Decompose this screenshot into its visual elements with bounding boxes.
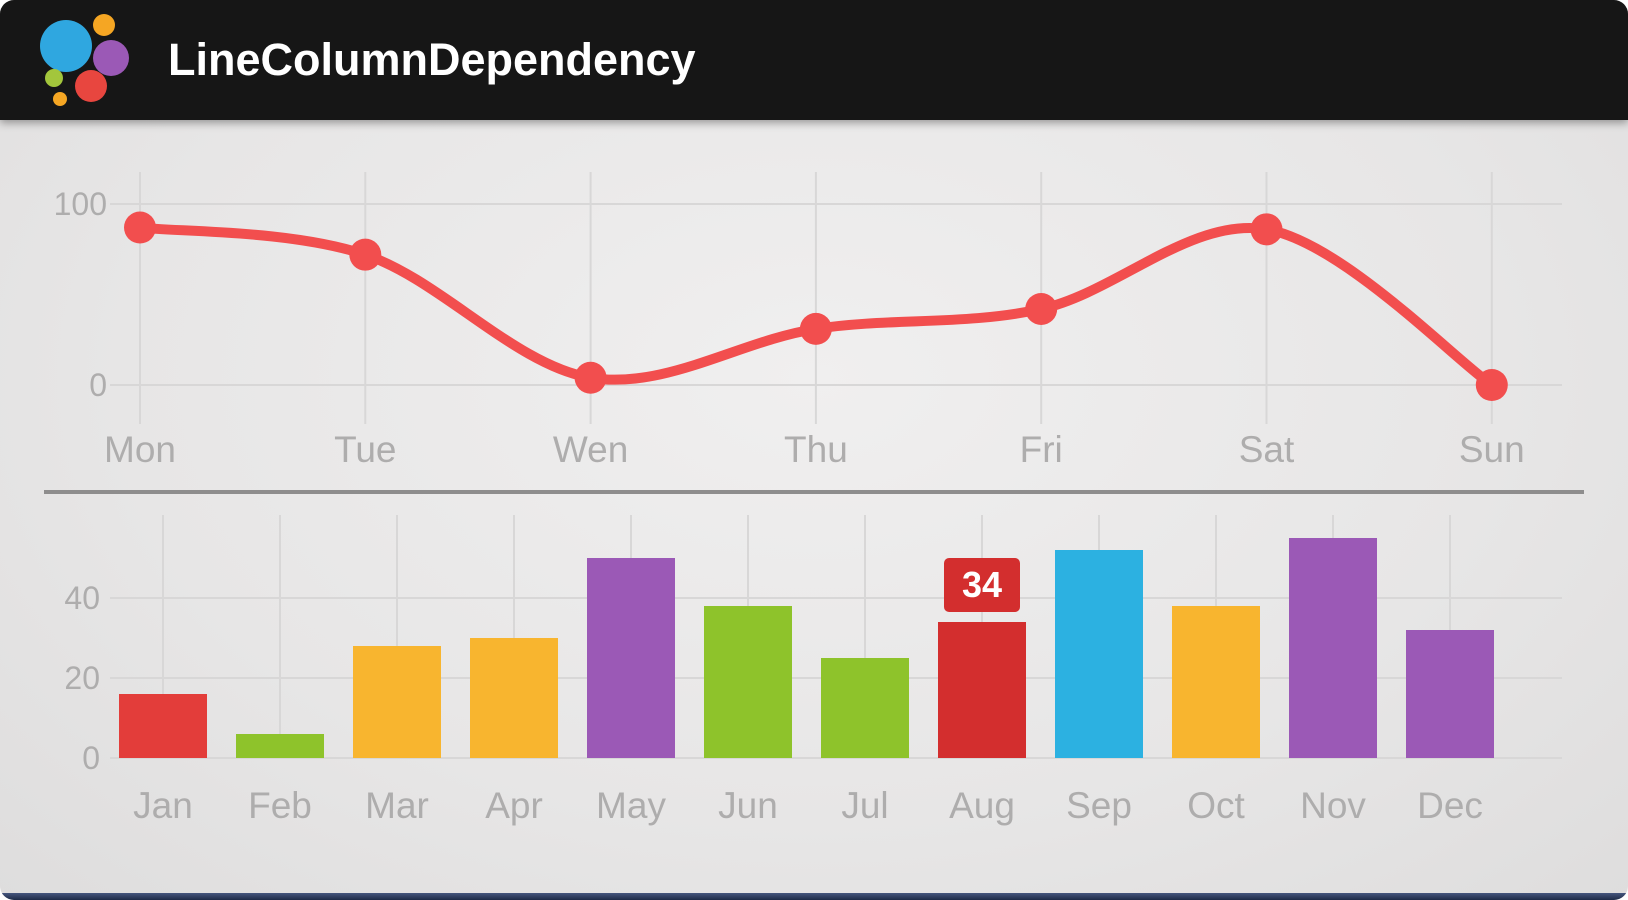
col-x-label-aug: Aug <box>949 785 1015 826</box>
col-x-label-dec: Dec <box>1417 785 1483 826</box>
charts-canvas[interactable]: 0 100 Mon Tue Wen Thu Fri Sat Sun 0 20 40 Jan Feb Mar A… <box>0 120 1628 900</box>
col-x-label-nov: Nov <box>1300 785 1366 826</box>
bar-sep[interactable] <box>1055 550 1143 758</box>
app-title: LineColumnDependency <box>168 34 696 85</box>
selected-value-label: 34 <box>962 564 1002 605</box>
col-x-label-apr: Apr <box>485 785 543 826</box>
chart-divider <box>44 490 1584 494</box>
col-x-label-feb: Feb <box>248 785 312 826</box>
line-x-label-sat: Sat <box>1239 429 1295 470</box>
logo-circle-1 <box>93 14 115 36</box>
bar-nov[interactable] <box>1289 538 1377 758</box>
line-point-wen[interactable] <box>574 361 607 394</box>
line-point-thu[interactable] <box>799 312 832 345</box>
bar-jan[interactable] <box>119 694 207 758</box>
line-y-tick-0: 0 <box>89 367 107 403</box>
selected-value-tooltip <box>944 558 1020 612</box>
col-x-label-sep: Sep <box>1066 785 1132 826</box>
col-x-label-jul: Jul <box>841 785 888 826</box>
bar-apr[interactable] <box>470 638 558 758</box>
line-x-label-fri: Fri <box>1020 429 1063 470</box>
col-y-tick-0: 0 <box>82 740 100 776</box>
app-header: LineColumnDependency <box>0 0 1628 120</box>
line-point-sat[interactable] <box>1250 213 1283 246</box>
line-point-mon[interactable] <box>124 211 156 244</box>
line-x-label-wen: Wen <box>553 429 628 470</box>
col-x-label-mar: Mar <box>365 785 429 826</box>
logo-circle-4 <box>53 92 67 106</box>
col-y-tick-20: 20 <box>64 660 100 696</box>
line-x-label-mon: Mon <box>104 429 176 470</box>
line-point-sun[interactable] <box>1475 369 1508 401</box>
line-x-label-tue: Tue <box>334 429 396 470</box>
bar-jun[interactable] <box>704 606 792 758</box>
bar-mar[interactable] <box>353 646 441 758</box>
bar-feb[interactable] <box>236 734 324 758</box>
logo-circle-3 <box>45 69 63 87</box>
col-x-label-oct: Oct <box>1187 785 1245 826</box>
bar-oct[interactable] <box>1172 606 1260 758</box>
col-y-tick-40: 40 <box>64 580 100 616</box>
col-x-label-jan: Jan <box>133 785 193 826</box>
line-point-tue[interactable] <box>349 238 382 271</box>
line-x-label-sun: Sun <box>1459 429 1525 470</box>
bar-jul[interactable] <box>821 658 909 758</box>
bar-dec[interactable] <box>1406 630 1494 758</box>
logo-circle-2 <box>93 40 129 76</box>
app-logo-icon <box>40 14 129 106</box>
col-x-label-jun: Jun <box>718 785 778 826</box>
bar-may[interactable] <box>587 558 675 758</box>
bar-aug[interactable] <box>938 622 1026 758</box>
line-y-tick-100: 100 <box>54 186 107 222</box>
line-x-label-thu: Thu <box>784 429 848 470</box>
logo-circle-5 <box>75 70 107 102</box>
col-x-label-may: May <box>596 785 666 826</box>
line-point-fri[interactable] <box>1025 292 1058 325</box>
logo-circle-0 <box>40 20 92 72</box>
bottom-edge-strip <box>0 893 1628 900</box>
